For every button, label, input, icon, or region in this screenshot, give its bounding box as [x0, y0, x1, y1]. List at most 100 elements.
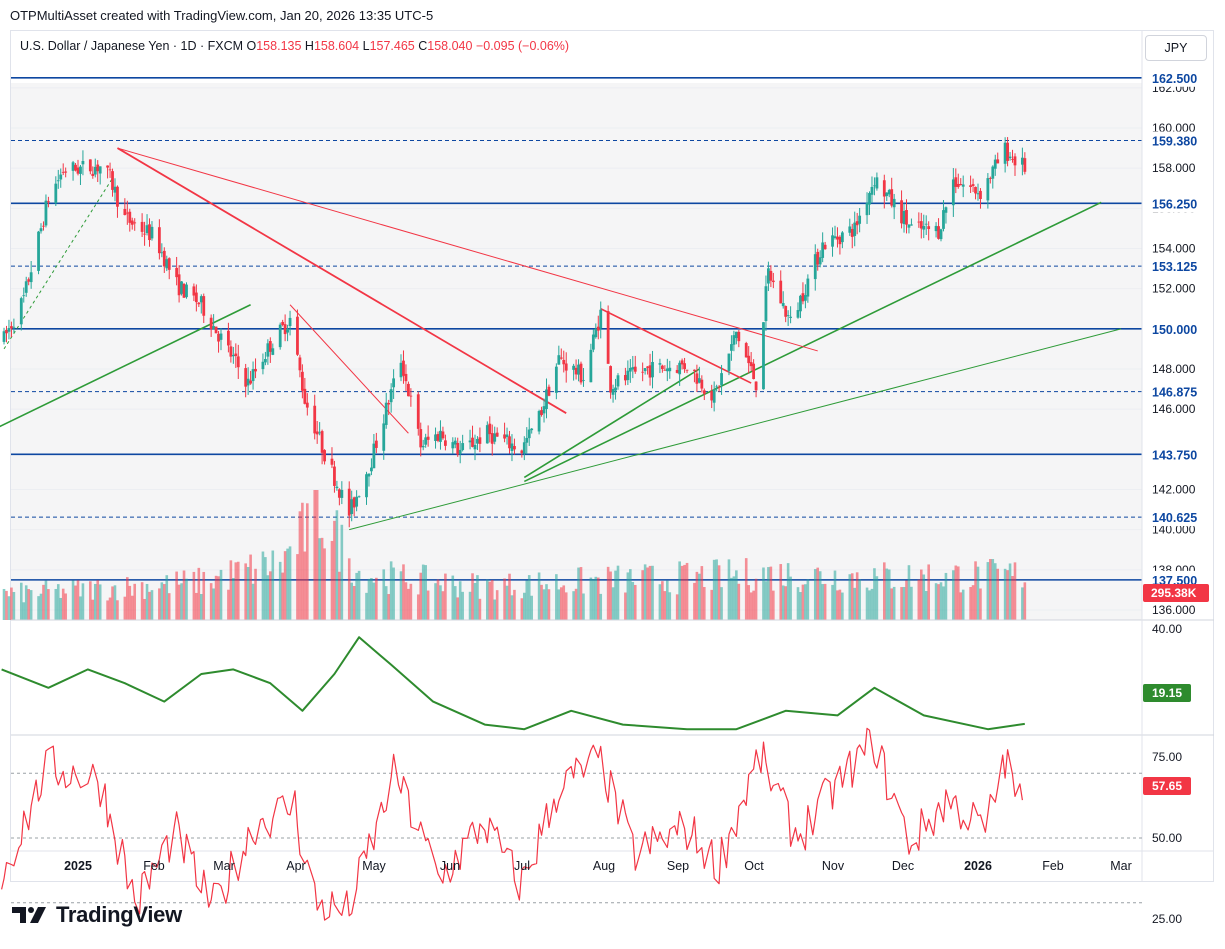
- candle-body: [678, 362, 682, 375]
- candle-body: [611, 389, 615, 395]
- candle-body: [564, 363, 568, 371]
- indicator-2-value: 57.65: [1152, 779, 1182, 793]
- volume-bar: [858, 579, 861, 620]
- candle-body: [882, 180, 886, 197]
- candle-body: [421, 445, 425, 448]
- candle-body: [426, 436, 430, 440]
- candle-body: [609, 366, 613, 393]
- time-axis[interactable]: 2025 Feb Mar Apr May Jun Jul Aug Sep Oct Nov Dec 202…: [64, 859, 1132, 873]
- volume-label: 295.38K: [1151, 586, 1197, 600]
- volume-bar: [2, 588, 6, 620]
- volume-bar: [703, 587, 706, 620]
- candle-body: [522, 442, 526, 454]
- candle-body: [350, 499, 354, 514]
- time-tick-label: Nov: [822, 859, 845, 873]
- volume-bar: [870, 588, 874, 620]
- candle-body: [744, 343, 748, 358]
- volume-bar: [579, 567, 583, 620]
- volume-bar: [631, 581, 635, 620]
- volume-bar: [875, 576, 879, 620]
- volume-bar: [347, 558, 351, 620]
- volume-bar: [715, 559, 718, 620]
- level-label: 153.125: [1152, 260, 1197, 274]
- candle-body: [251, 369, 255, 382]
- volume-bar: [320, 537, 324, 620]
- candle-body: [942, 210, 945, 229]
- candle-body: [771, 280, 775, 283]
- volume-bar: [979, 588, 982, 620]
- candle-body: [944, 207, 948, 213]
- candle-body: [283, 324, 287, 335]
- candle-body: [419, 429, 423, 448]
- candle-body: [685, 369, 689, 371]
- candle-body: [850, 228, 854, 237]
- volume-bar: [883, 562, 886, 620]
- candle-body: [98, 166, 102, 174]
- candle-body: [885, 192, 889, 196]
- candle-body: [337, 489, 341, 498]
- volume-bar: [675, 594, 679, 620]
- candle-body: [54, 183, 58, 204]
- volume-bar: [611, 587, 615, 620]
- candle-body: [39, 228, 43, 232]
- level-label: 143.750: [1152, 448, 1197, 462]
- volume-bar: [495, 590, 499, 620]
- candle-body: [335, 486, 339, 489]
- tradingview-logo[interactable]: TradingView: [12, 902, 182, 928]
- candle-body: [357, 496, 361, 498]
- candle-body: [641, 371, 645, 373]
- trendline: [0, 304, 251, 428]
- candle-body: [175, 267, 179, 278]
- volume-bar: [456, 597, 460, 620]
- candle-body: [799, 295, 802, 312]
- candle-body: [959, 184, 963, 186]
- candle-body: [12, 326, 16, 328]
- volume-label-bg: [1143, 584, 1209, 602]
- candle-body: [323, 450, 326, 462]
- volume-bar: [269, 571, 272, 620]
- candle-body: [727, 353, 731, 371]
- candle-body: [702, 390, 706, 394]
- candle-body: [988, 178, 992, 179]
- tradingview-logo-icon: [12, 907, 46, 923]
- candle-body: [1011, 159, 1014, 160]
- candle-body: [29, 272, 33, 283]
- volume-bar: [22, 602, 26, 620]
- candle-body: [905, 209, 908, 225]
- candle-body: [24, 281, 28, 293]
- volume-bar: [555, 574, 558, 620]
- ohlc-legend: U.S. Dollar / Japanese Yen · 1D · FXCM O…: [20, 39, 569, 53]
- candle-body: [887, 190, 891, 195]
- volume-bar: [318, 538, 321, 620]
- volume-bar: [42, 584, 45, 620]
- volume-bar: [927, 564, 930, 620]
- candle-body: [61, 171, 65, 173]
- volume-bar: [27, 589, 30, 620]
- candle-body: [956, 183, 960, 187]
- candle-body: [648, 365, 652, 378]
- symbol-description[interactable]: U.S. Dollar / Japanese Yen · 1D · FXCM: [20, 39, 244, 53]
- candle-body: [461, 443, 465, 450]
- candle-body: [574, 367, 578, 375]
- volume-bar: [976, 566, 980, 620]
- candle-body: [749, 362, 753, 367]
- candle-body: [764, 286, 768, 322]
- volume-bar: [370, 578, 373, 620]
- candle-body: [660, 365, 664, 370]
- volume-bar: [180, 583, 183, 620]
- time-tick-label: Jun: [440, 859, 460, 873]
- candle-body: [513, 446, 516, 450]
- currency-button[interactable]: JPY: [1145, 35, 1207, 61]
- candle-body: [409, 395, 413, 397]
- indicator-1-value-bg: [1143, 684, 1191, 702]
- price-axis[interactable]: 162.000160.000158.000156.000154.000152.0…: [1143, 68, 1209, 617]
- candle-body: [873, 185, 876, 187]
- volume-bar: [685, 562, 689, 620]
- volume-bar: [648, 565, 652, 620]
- candle-body: [582, 379, 585, 381]
- volume-bar: [626, 572, 630, 620]
- level-label-bg: [1143, 131, 1209, 150]
- candle-body: [559, 357, 563, 359]
- volume-bar: [306, 503, 309, 620]
